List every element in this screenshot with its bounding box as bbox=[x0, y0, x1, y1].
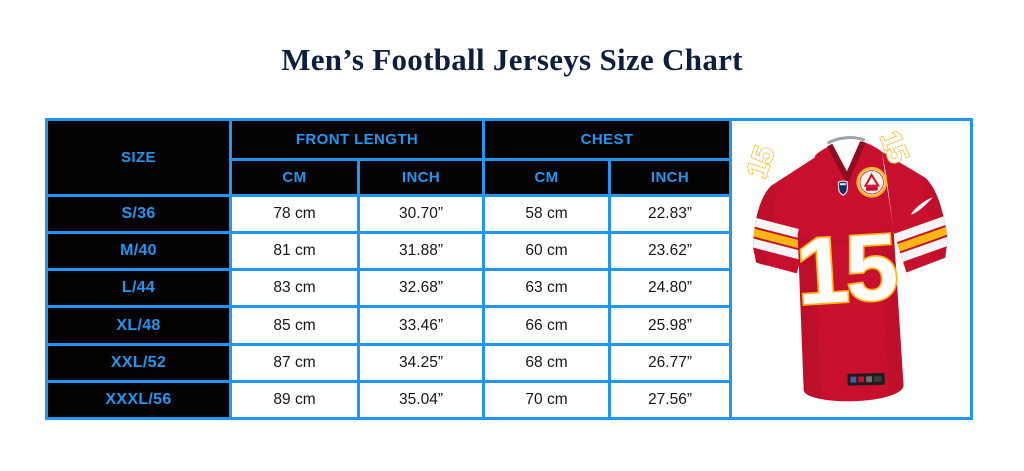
jock-tag bbox=[846, 372, 885, 386]
col-header-chest-cm: CM bbox=[482, 158, 612, 197]
front-inch-value: 30.70” bbox=[356, 193, 486, 235]
product-image: 15 15 15 bbox=[732, 118, 974, 420]
size-label: XL/48 bbox=[45, 305, 232, 346]
front-inch-value: 35.04” bbox=[356, 379, 486, 421]
chest-inch-value: 24.80” bbox=[608, 268, 733, 309]
left-shoulder-number: 15 bbox=[740, 142, 781, 182]
size-chart: SIZE FRONT LENGTH CHEST CM INCH CM INCH … bbox=[45, 118, 974, 421]
size-label: XXXL/56 bbox=[45, 379, 232, 421]
front-inch-value: 31.88” bbox=[356, 231, 486, 272]
front-inch-value: 32.68” bbox=[356, 268, 486, 309]
jersey-graphic: 15 15 15 bbox=[739, 126, 949, 402]
col-header-front-cm: CM bbox=[229, 158, 360, 197]
col-header-chest: CHEST bbox=[482, 118, 733, 161]
front-cm-value: 81 cm bbox=[229, 231, 360, 272]
col-header-size: SIZE bbox=[45, 118, 232, 197]
front-cm-value: 83 cm bbox=[229, 268, 360, 309]
col-header-chest-inch: INCH bbox=[608, 158, 733, 197]
size-table: SIZE FRONT LENGTH CHEST CM INCH CM INCH … bbox=[45, 118, 733, 421]
front-inch-value: 33.46” bbox=[356, 305, 486, 346]
size-label: L/44 bbox=[45, 268, 232, 309]
col-header-front-inch: INCH bbox=[356, 158, 486, 197]
table-row: M/40 81 cm 31.88” 60 cm 23.62” bbox=[45, 231, 733, 272]
page-title: Men’s Football Jerseys Size Chart bbox=[281, 42, 743, 77]
chest-inch-value: 22.83” bbox=[608, 193, 733, 235]
nike-swoosh-icon bbox=[910, 197, 933, 215]
table-row: L/44 83 cm 32.68” 63 cm 24.80” bbox=[45, 268, 733, 309]
size-label: M/40 bbox=[45, 231, 232, 272]
chest-inch-value: 23.62” bbox=[608, 231, 733, 272]
front-cm-value: 89 cm bbox=[229, 379, 360, 421]
team-patch-icon bbox=[855, 166, 887, 198]
chest-inch-value: 26.77” bbox=[608, 342, 733, 383]
size-label: S/36 bbox=[45, 193, 232, 235]
chest-cm-value: 68 cm bbox=[482, 342, 612, 383]
chest-inch-value: 27.56” bbox=[608, 379, 733, 421]
front-cm-value: 78 cm bbox=[229, 193, 360, 235]
chest-inch-value: 25.98” bbox=[608, 305, 733, 346]
front-cm-value: 87 cm bbox=[229, 342, 360, 383]
table-row: XXL/52 87 cm 34.25” 68 cm 26.77” bbox=[45, 342, 733, 383]
chest-cm-value: 70 cm bbox=[482, 379, 612, 421]
nfl-shield-icon bbox=[837, 180, 848, 196]
table-row: XXXL/56 89 cm 35.04” 70 cm 27.56” bbox=[45, 379, 733, 421]
col-header-front-length: FRONT LENGTH bbox=[228, 118, 486, 161]
table-row: XL/48 85 cm 33.46” 66 cm 25.98” bbox=[45, 305, 733, 346]
chest-cm-value: 58 cm bbox=[482, 193, 612, 235]
table-row: S/36 78 cm 30.70” 58 cm 22.83” bbox=[45, 193, 733, 235]
chest-cm-value: 63 cm bbox=[482, 268, 612, 309]
front-cm-value: 85 cm bbox=[229, 305, 360, 346]
chest-cm-value: 60 cm bbox=[482, 231, 612, 272]
front-inch-value: 34.25” bbox=[356, 342, 486, 383]
size-label: XXL/52 bbox=[45, 342, 232, 383]
chest-number: 15 bbox=[793, 214, 899, 325]
chest-cm-value: 66 cm bbox=[482, 305, 612, 346]
